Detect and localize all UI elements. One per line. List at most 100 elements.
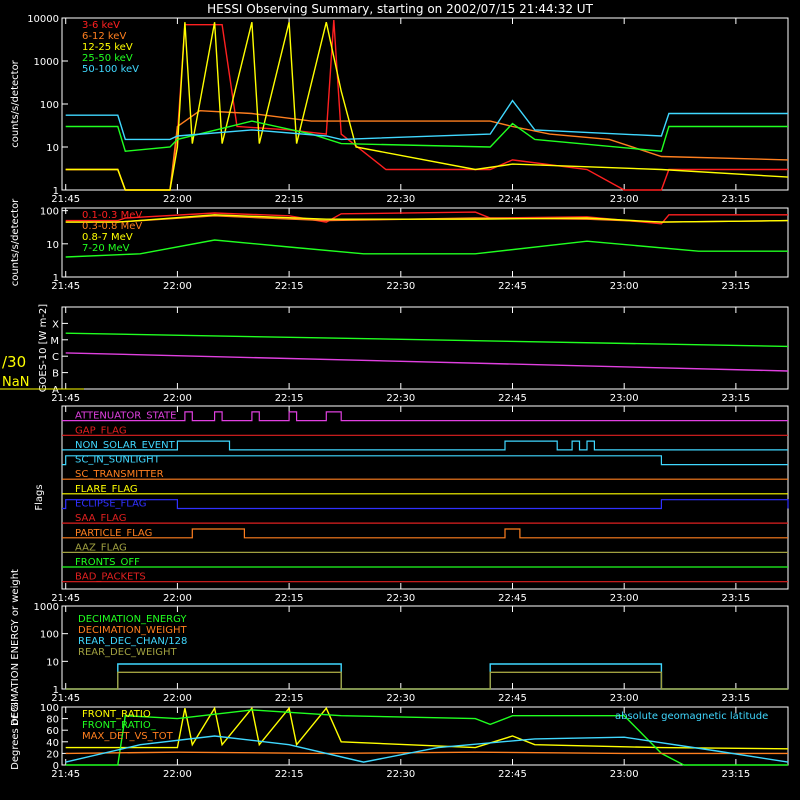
x-tick-label: 22:30 [386,593,415,604]
flag-label: SC_TRANSMITTER [75,469,164,480]
flag-label: ECLIPSE_FLAG [75,498,146,509]
y-axis-label: GOES-10 [W m-2] [38,304,49,392]
y-tick-label: 100 [40,100,59,111]
x-tick-label: 22:00 [163,281,192,292]
panel-frame-goes [61,306,789,390]
legend-entry: 25-50 keV [82,53,133,64]
series-line-front-ratio [65,706,789,750]
legend-entry: 3-6 keV [82,20,120,31]
flag-label: GAP_FLAG [75,425,127,436]
panel-ratios: 21:45 22:00 22:15 22:30 22:45 23:00 23:15 02040… [10,702,789,780]
y-tick-label: C [52,352,59,363]
x-tick-label: 22:15 [275,769,304,780]
series-line-max-det-vs-tot [65,751,788,755]
flag-label: ATTENUATOR_STATE [75,411,176,422]
x-tick-label: 22:00 [163,693,192,704]
flag-label: BAD_PACKETS [75,572,146,583]
x-tick-label: 23:00 [610,393,639,404]
series-line-7-20-mev [65,239,788,258]
y-tick-label: 0 [53,761,59,772]
y-axis-label: Flags [34,484,45,510]
legend-entry-right: absolute geomagnetic latitude [615,711,768,722]
y-tick-label: 10000 [27,14,59,25]
overlay-text-1: /30 [2,353,26,371]
legend-entry: REAR_DEC_CHAN/128 [78,636,187,647]
y-tick-label: 1 [53,273,59,284]
y-axis-label: Degrees or % [10,702,21,770]
x-tick-label: 23:15 [721,281,750,292]
x-tick-label: 22:30 [386,393,415,404]
x-tick-label: 22:45 [498,769,527,780]
x-tick-label: 21:45 [51,393,80,404]
x-tick-label: 22:45 [498,194,527,205]
x-tick-label: 22:30 [386,693,415,704]
figure-title: HESSI Observing Summary, starting on 200… [207,2,593,16]
legend-entry: FRONT_RATIO_ [82,720,157,731]
x-tick-label: 23:15 [721,194,750,205]
flag-label: PARTICLE_FLAG [75,528,152,539]
flag-line [62,440,788,451]
x-tick-label: 23:00 [610,194,639,205]
series-line-25-50-kev [65,120,788,152]
x-tick-label: 23:15 [721,393,750,404]
panel-flags: 21:45 22:00 22:15 22:30 22:45 23:00 23:15 Flags… [34,405,789,604]
x-tick-label: 22:00 [163,769,192,780]
x-tick-label: 21:45 [51,693,80,704]
y-tick-label: 10 [46,657,59,668]
y-tick-label: 100 [40,703,59,714]
y-tick-label: 60 [46,726,59,737]
y-tick-label: 10 [46,240,59,251]
flag-label: SC_IN_SUNLIGHT [75,455,161,466]
flag-line [62,528,788,539]
series-line-rear-dec-weight [65,671,788,690]
x-tick-label: 23:15 [721,693,750,704]
x-tick-label: 22:30 [386,281,415,292]
y-tick-label: 100 [40,207,59,218]
x-tick-label: 23:15 [721,593,750,604]
legend-entry: 0.3-0.8 MeV [82,221,142,232]
y-tick-label: M [50,336,59,347]
y-tick-label: 80 [46,715,59,726]
legend-entry: DECIMATION_ENERGY [78,614,187,625]
y-tick-label: 10 [46,143,59,154]
x-tick-label: 22:00 [163,393,192,404]
series-line-goes [65,332,789,348]
panel-frame-flags [61,405,789,590]
x-tick-label: 22:45 [498,281,527,292]
legend-entry: MAX_DET_VS_TOT [82,731,174,742]
y-tick-label: 1 [53,186,59,197]
series-line-absolute-geomagnetic-latitude [65,735,789,763]
legend-entry: 0.8-7 MeV [82,232,133,243]
flag-line [62,411,788,422]
panel-count-rates: 21:45 22:00 22:15 22:30 22:45 23:00 23:15 1 10 10… [10,14,789,205]
legend-entry: 50-100 keV [82,64,139,75]
y-tick-label: 40 [46,738,59,749]
legend-entry: FRONT_RATIO [82,709,151,720]
legend-entry: 12-25 keV [82,42,133,53]
y-axis-label: counts/s/detector [10,198,21,286]
x-tick-label: 23:00 [610,769,639,780]
flag-label: SAA_FLAG [75,513,126,524]
series-line-12-25-kev [65,22,789,191]
y-tick-label: 1000 [34,602,59,613]
legend-entry: DECIMATION_WEIGHT [78,625,187,636]
x-tick-label: 21:45 [51,281,80,292]
x-tick-label: 22:00 [163,593,192,604]
y-tick-label: A [52,385,59,396]
x-tick-label: 23:15 [721,769,750,780]
x-tick-label: 22:00 [163,194,192,205]
panel-frame-high-energy-rates [61,207,789,278]
panel-goes: 21:45 22:00 22:15 22:30 22:45 23:00 23:15 ABCMX… [38,304,789,404]
panel-high-energy-rates: 21:45 22:00 22:15 22:30 22:45 23:00 23:15 1 10 10… [10,198,789,292]
x-tick-label: 22:15 [275,194,304,205]
flag-label: AAZ_FLAG [75,542,127,553]
x-tick-label: 22:30 [386,194,415,205]
legend-entry: 0.1-0.3 MeV [82,210,142,221]
flag-line [62,499,789,510]
x-tick-label: 23:00 [610,593,639,604]
legend-entry: 7-20 MeV [82,243,130,254]
series-line-0-8-7-mev [65,214,789,223]
series-line-0-1-0-3-mev [65,211,788,225]
x-tick-label: 22:15 [275,593,304,604]
panel-decimation: 21:45 22:00 22:15 22:30 22:45 23:00 23:15 1 10 10… [10,569,789,726]
